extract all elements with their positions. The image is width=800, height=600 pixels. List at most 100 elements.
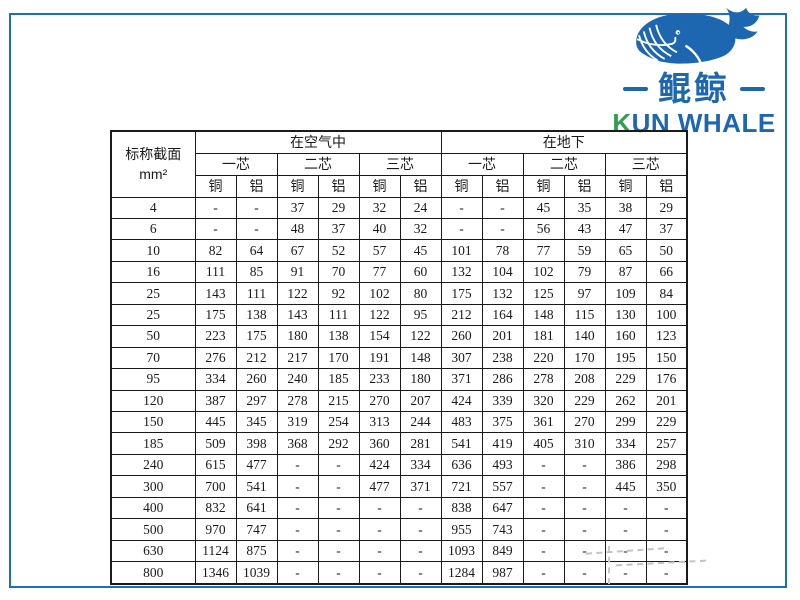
value-cell: 176 (645, 368, 688, 391)
value-cell: 59 (563, 239, 606, 262)
value-cell: 721 (440, 475, 483, 498)
value-cell: 875 (235, 539, 278, 563)
table-row: 95 334 260 240 185 233 180 371 286 278 208 229 176 (110, 368, 688, 391)
value-cell: - (645, 561, 688, 585)
value-cell: 493 (481, 453, 524, 477)
value-cell: 78 (481, 239, 524, 262)
value-cell: 319 (276, 411, 319, 434)
value-cell: - (522, 561, 565, 585)
value-cell: - (235, 196, 278, 219)
value-cell: 140 (563, 325, 606, 348)
value-cell: 217 (276, 346, 319, 370)
row-section-cell: 800 (110, 561, 196, 585)
value-cell: 297 (235, 389, 278, 413)
core-header: 一芯 (194, 152, 278, 176)
value-cell: 838 (440, 496, 483, 520)
value-cell: 229 (645, 411, 688, 434)
table-row: 800 1346 1039- - - -1284 987- - - - (110, 561, 688, 585)
value-cell: - (317, 518, 360, 541)
value-cell: 37 (317, 217, 360, 241)
value-cell: 286 (481, 368, 524, 391)
table-row: 300 700 541- -477 371 721 557- -445 350 (110, 475, 688, 498)
core-header: 三芯 (604, 152, 688, 176)
value-cell: 207 (399, 389, 442, 413)
value-cell: 509 (194, 432, 237, 455)
value-cell: 100 (645, 303, 688, 327)
value-cell: 180 (399, 368, 442, 391)
row-section-cell: 25 (110, 282, 196, 305)
value-cell: 37 (645, 217, 688, 241)
value-cell: 270 (358, 389, 401, 413)
group-header-in-air: 在空气中 (194, 130, 442, 154)
group-header-underground: 在地下 (440, 130, 688, 154)
material-header: 铝 (317, 174, 360, 198)
value-cell: 101 (440, 239, 483, 262)
table-row: 4- -37 29 32 24- -45 35 38 29 (110, 196, 688, 219)
row-section-cell: 150 (110, 411, 196, 434)
value-cell: - (604, 539, 647, 563)
row-section-cell: 10 (110, 239, 196, 262)
value-cell: 405 (522, 432, 565, 455)
value-cell: 636 (440, 453, 483, 477)
value-cell: - (563, 561, 606, 585)
material-header: 铜 (276, 174, 319, 198)
value-cell: 32 (358, 196, 401, 219)
corner-header-line1: 标称截面 (125, 145, 182, 162)
value-cell: 398 (235, 432, 278, 455)
value-cell: 615 (194, 453, 237, 477)
value-cell: 47 (604, 217, 647, 241)
value-cell: 104 (481, 260, 524, 284)
value-cell: 310 (563, 432, 606, 455)
value-cell: 102 (358, 282, 401, 305)
value-cell: - (194, 217, 237, 241)
value-cell: - (563, 475, 606, 498)
row-section-cell: 630 (110, 539, 196, 563)
table-row: 630 1124 875- - - -1093 849- - - - (110, 539, 688, 563)
value-cell: 185 (317, 368, 360, 391)
value-cell: - (399, 539, 442, 563)
value-cell: 29 (645, 196, 688, 219)
value-cell: 85 (235, 260, 278, 284)
value-cell: 50 (645, 239, 688, 262)
value-cell: 125 (522, 282, 565, 305)
value-cell: 45 (522, 196, 565, 219)
table-row: 185 509 398 368 292 360 281 541 419 405 310 334 257 (110, 432, 688, 455)
value-cell: 123 (645, 325, 688, 348)
value-cell: 970 (194, 518, 237, 541)
value-cell: 64 (235, 239, 278, 262)
value-cell: 386 (604, 453, 647, 477)
value-cell: 122 (358, 303, 401, 327)
table-header: 标称截面 mm² 在空气中 在地下 一芯 二芯 三芯 一芯 二芯 三芯 铜 铝 … (110, 130, 688, 198)
value-cell: 254 (317, 411, 360, 434)
material-header: 铝 (645, 174, 688, 198)
value-cell: 191 (358, 346, 401, 370)
row-section-cell: 240 (110, 453, 196, 477)
table-row: 50 223 175 180 138 154 122 260 201 181 140 160 123 (110, 325, 688, 348)
value-cell: 170 (317, 346, 360, 370)
value-cell: 91 (276, 260, 319, 284)
value-cell: - (317, 496, 360, 520)
value-cell: 260 (440, 325, 483, 348)
value-cell: 32 (399, 217, 442, 241)
material-header: 铝 (563, 174, 606, 198)
value-cell: 111 (194, 260, 237, 284)
brand-name-cn: 鲲鲸 (658, 70, 730, 107)
value-cell: 208 (563, 368, 606, 391)
value-cell: 180 (276, 325, 319, 348)
value-cell: 278 (276, 389, 319, 413)
table-body: 4- -37 29 32 24- -45 35 38 29 6- -48 37 40 32- -56 43 47… (110, 196, 688, 585)
value-cell: 57 (358, 239, 401, 262)
value-cell: 79 (563, 260, 606, 284)
value-cell: 60 (399, 260, 442, 284)
value-cell: 24 (399, 196, 442, 219)
value-cell: - (604, 496, 647, 520)
value-cell: 320 (522, 389, 565, 413)
value-cell: 334 (399, 453, 442, 477)
value-cell: 270 (563, 411, 606, 434)
value-cell: - (317, 561, 360, 585)
value-cell: 257 (645, 432, 688, 455)
row-section-cell: 500 (110, 518, 196, 541)
value-cell: 334 (604, 432, 647, 455)
value-cell: 298 (645, 453, 688, 477)
value-cell: - (440, 196, 483, 219)
